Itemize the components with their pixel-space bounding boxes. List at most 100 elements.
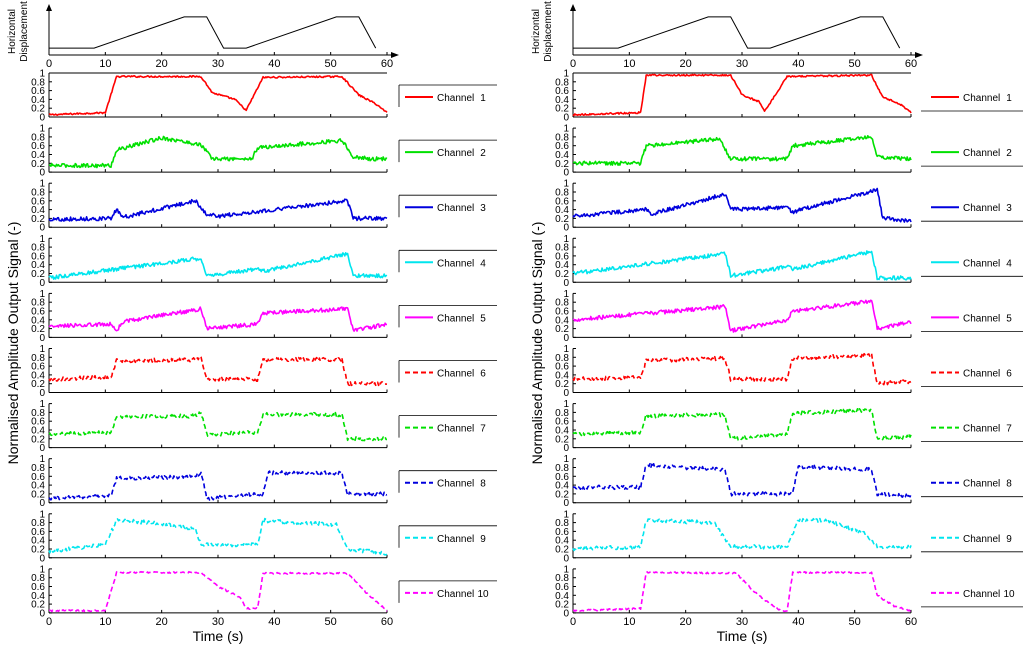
y-tick-label: 0.6 [31,86,45,97]
legend-number: 5 [1006,313,1012,324]
displacement-ylabel-line1: Horizontal [531,9,542,54]
y-tick-label: 0.6 [555,582,569,593]
legend-channel-4: Channel 4 [921,258,1023,277]
legend-channel-8: Channel 8 [398,470,497,493]
y-tick-label: 0.8 [31,188,45,199]
y-tick-label: 0.4 [555,481,569,492]
y-tick-label: 0 [563,608,569,619]
channel-6-line [572,352,912,386]
legend-number: 3 [1006,203,1012,214]
y-tick-label: 0 [39,333,45,344]
y-tick-label: 0.8 [555,463,569,474]
channel-6-line [48,355,388,387]
channel-8-line [572,462,912,499]
y-tick-label: 0.4 [31,205,45,216]
legend-label: Channel [963,258,1000,269]
displacement-ylabel-line1: Horizontal [7,9,18,54]
legend-channel-9: Channel 9 [921,534,1023,553]
y-tick-label: 0.6 [555,196,569,207]
legend-number: 6 [1006,369,1012,380]
legend-channel-6: Channel 6 [921,369,1023,387]
channel-1-line [572,73,912,117]
legend-label: Channel [437,534,474,545]
x-tick-label: 30 [736,616,748,628]
y-tick-label: 1 [39,454,45,465]
y-tick-label: 0.2 [555,269,569,280]
y-tick-label: 0.4 [31,426,45,437]
channel-row: 00.20.40.60.81 Channel 3 [31,179,497,234]
channel-row: 00.20.40.60.81 Channel 8 [555,454,1023,509]
legend-number: 8 [1006,479,1012,490]
x-tick-label: 40 [268,616,280,628]
y-tick-label: 0.8 [31,243,45,254]
y-tick-label: 0.8 [31,518,45,529]
y-tick-label: 0.6 [555,141,569,152]
channel-row: 00.20.40.60.81 Channel 8 [31,454,497,509]
displacement-x-tick-label: 10 [623,58,635,70]
y-tick-label: 0 [563,113,569,124]
channel-row: 00.20.40.60.81 Channel 7 [31,399,497,454]
displacement-y-axis-arrow [570,4,576,11]
displacement-ylabel-line2: Displacement [543,1,554,62]
y-tick-label: 0.6 [31,196,45,207]
y-tick-label: 0.4 [555,370,569,381]
y-tick-label: 0.2 [31,214,45,225]
legend-channel-3: Channel 3 [921,203,1023,222]
channel-2-line [49,135,388,169]
y-tick-label: 0.2 [31,545,45,556]
y-tick-label: 0.6 [31,141,45,152]
legend-channel-10: Channel 10 [398,580,497,603]
y-tick-label: 0.2 [555,379,569,390]
y-tick-label: 0.8 [555,408,569,419]
channel-1-line [48,75,388,116]
displacement-plot: 0 10 20 30 40 50 60 Horizontal Displacement [7,1,399,70]
y-tick-label: 1 [563,234,569,245]
displacement-x-tick-label: 40 [268,58,280,70]
channel-5-line [48,306,387,332]
y-tick-label: 0 [39,498,45,509]
y-tick-label: 0.6 [555,307,569,318]
y-tick-label: 1 [563,509,569,520]
channel-row: 00.20.40.60.81 Channel 6 [555,344,1023,399]
y-tick-label: 0.2 [31,379,45,390]
legend-number: 7 [480,424,486,435]
x-tick-label: 20 [156,616,168,628]
displacement-curve [573,16,901,49]
displacement-x-tick-label: 0 [46,58,52,70]
channel-5-line [572,299,912,333]
legend-number: 2 [480,148,486,159]
y-tick-label: 0.8 [555,573,569,584]
y-tick-label: 0.2 [31,269,45,280]
legend-label: Channel [963,369,1000,380]
channel-row: 00.20.40.60.81 Channel 5 [555,289,1023,344]
displacement-ylabel-line2: Displacement [19,1,30,62]
y-tick-label: 0 [39,168,45,179]
legend-label: Channel [437,148,474,159]
legend-number: 1 [480,93,486,104]
displacement-curve [49,16,377,49]
y-tick-label: 0.4 [555,536,569,547]
legend-label: Channel [963,424,1000,435]
y-tick-label: 0.4 [31,536,45,547]
legend-channel-7: Channel 7 [398,415,497,438]
y-tick-label: 0.2 [555,545,569,556]
y-tick-label: 0.4 [31,591,45,602]
y-tick-label: 0 [39,553,45,564]
displacement-y-axis-arrow [46,4,52,11]
y-tick-label: 0.6 [31,582,45,593]
channel-4-line [48,252,388,280]
channel-9-line [48,517,388,556]
channel-row: 00.20.40.60.81 Channel 4 [555,234,1023,289]
y-tick-label: 1 [39,69,45,80]
legend-label: Channel [963,148,1000,159]
y-tick-label: 1 [563,454,569,465]
x-tick-label: 60 [905,616,917,628]
legend-label: Channel [437,313,474,324]
y-tick-label: 0.6 [555,86,569,97]
y-tick-label: 0.2 [31,104,45,115]
